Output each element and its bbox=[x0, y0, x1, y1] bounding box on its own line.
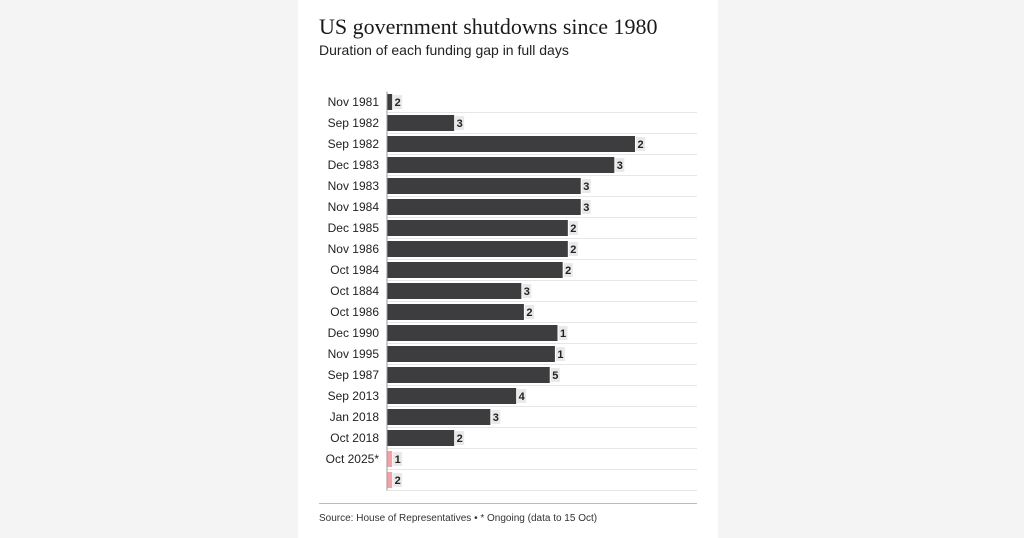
data-label: 2 bbox=[395, 475, 401, 487]
category-label: Sep 1982 bbox=[328, 116, 380, 130]
category-label: Nov 1984 bbox=[328, 200, 380, 214]
category-label: Nov 1981 bbox=[328, 95, 380, 109]
data-label: 2 bbox=[570, 223, 576, 235]
category-label: Nov 1983 bbox=[328, 179, 380, 193]
data-label: 2 bbox=[570, 244, 576, 256]
data-label: 2 bbox=[457, 433, 463, 445]
bar bbox=[387, 199, 581, 215]
category-label: Oct 1884 bbox=[330, 284, 379, 298]
category-label: Oct 2018 bbox=[330, 431, 379, 445]
data-label-background bbox=[522, 284, 532, 298]
data-label-background bbox=[568, 242, 578, 256]
data-label: 2 bbox=[526, 307, 532, 319]
bar bbox=[387, 325, 558, 341]
category-label: Dec 1990 bbox=[328, 326, 380, 340]
data-label: 1 bbox=[560, 328, 566, 340]
data-label-background bbox=[558, 326, 568, 340]
data-label: 2 bbox=[395, 97, 401, 109]
category-label: Sep 1987 bbox=[328, 368, 380, 382]
source-note: Source: House of Representatives • * Ong… bbox=[319, 513, 598, 524]
chart-subtitle: Duration of each funding gap in full day… bbox=[319, 42, 569, 58]
data-label: 3 bbox=[617, 160, 623, 172]
data-label: 5 bbox=[552, 370, 558, 382]
data-label-background bbox=[524, 305, 534, 319]
data-label: 2 bbox=[637, 139, 643, 151]
data-label: 3 bbox=[493, 412, 499, 424]
bar bbox=[387, 409, 491, 425]
bar bbox=[387, 430, 455, 446]
category-label: Dec 1983 bbox=[328, 158, 380, 172]
data-label-background bbox=[393, 473, 403, 487]
bar bbox=[387, 178, 581, 194]
bar bbox=[387, 304, 524, 320]
data-label-background bbox=[393, 95, 403, 109]
bar bbox=[387, 94, 393, 110]
data-label-background bbox=[568, 221, 578, 235]
data-label: 3 bbox=[524, 286, 530, 298]
bar bbox=[387, 472, 393, 488]
data-label: 1 bbox=[395, 454, 401, 466]
category-label: Oct 2025* bbox=[326, 452, 380, 466]
data-label: 3 bbox=[457, 118, 463, 130]
bar bbox=[387, 283, 522, 299]
data-label-background bbox=[615, 158, 625, 172]
category-label: Nov 1986 bbox=[328, 242, 380, 256]
bar bbox=[387, 346, 555, 362]
source-divider bbox=[319, 503, 697, 504]
bar bbox=[387, 241, 568, 257]
data-label-background bbox=[455, 116, 465, 130]
category-label: Nov 1995 bbox=[328, 347, 380, 361]
category-label: Jan 2018 bbox=[330, 410, 380, 424]
category-label: Sep 2013 bbox=[328, 389, 380, 403]
category-label: Oct 1986 bbox=[330, 305, 379, 319]
bar bbox=[387, 451, 393, 467]
data-label: 2 bbox=[565, 265, 571, 277]
data-label-background bbox=[581, 179, 591, 193]
data-label-background bbox=[491, 410, 501, 424]
bar bbox=[387, 115, 455, 131]
data-label: 3 bbox=[583, 202, 589, 214]
bar bbox=[387, 136, 635, 152]
data-label-background bbox=[636, 137, 645, 151]
bar bbox=[387, 157, 615, 173]
data-label-background bbox=[563, 263, 573, 277]
bar bbox=[387, 220, 568, 236]
bar bbox=[387, 388, 517, 404]
data-label-background bbox=[393, 452, 403, 466]
category-label: Sep 1982 bbox=[328, 137, 380, 151]
data-label: 4 bbox=[519, 391, 526, 403]
bar bbox=[387, 367, 550, 383]
data-label-background bbox=[455, 431, 465, 445]
bar bbox=[387, 262, 563, 278]
chart-title: US government shutdowns since 1980 bbox=[319, 14, 658, 39]
data-label-background bbox=[550, 368, 560, 382]
data-label-background bbox=[555, 347, 565, 361]
data-label: 1 bbox=[557, 349, 563, 361]
data-label-background bbox=[517, 389, 527, 403]
data-label: 3 bbox=[583, 181, 589, 193]
data-label-background bbox=[581, 200, 591, 214]
category-label: Dec 1985 bbox=[328, 221, 380, 235]
category-label: Oct 1984 bbox=[330, 263, 379, 277]
